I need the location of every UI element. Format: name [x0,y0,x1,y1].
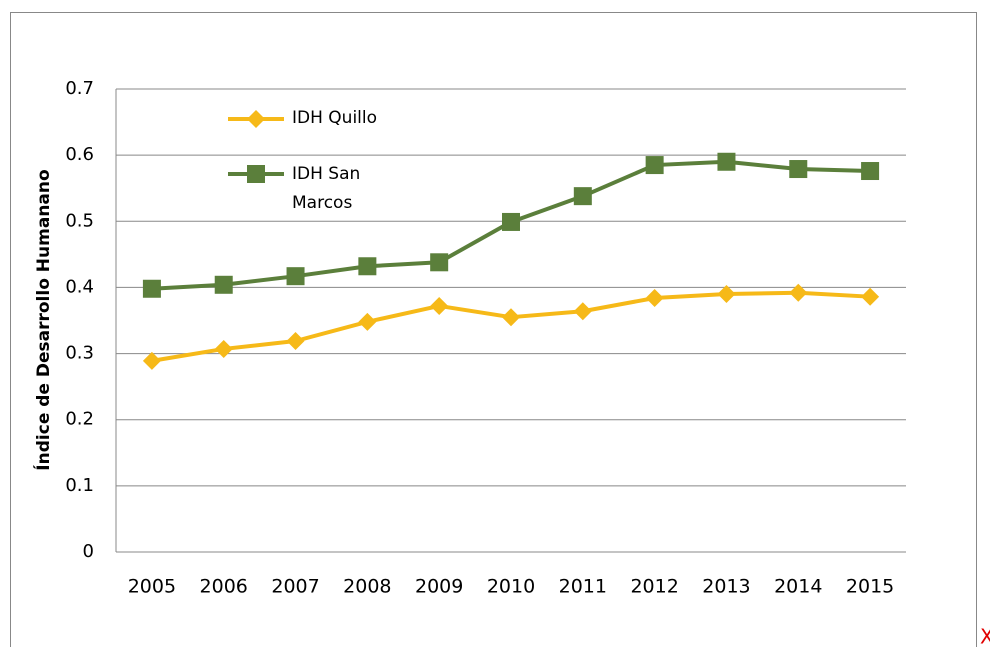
y-axis-label: Índice de Desarrollo Humanano [32,169,54,470]
y-tick-label: 0.2 [65,409,94,430]
marker [247,110,265,128]
marker [247,165,265,183]
x-tick-label: 2005 [128,576,176,598]
data-point [861,287,880,306]
x-tick-label: 2008 [343,576,391,598]
corner-mark: X [980,625,990,647]
x-tick-label: 2015 [846,576,894,598]
data-point [502,308,520,327]
data-point [430,253,449,272]
data-point [573,187,592,206]
legend-label: IDH San Marcos [292,164,361,213]
data-point [358,257,377,276]
x-tick-label: 2012 [630,576,678,598]
y-tick-label: 0 [83,541,94,562]
chart-frame [10,12,977,647]
data-point [358,312,377,331]
data-point [789,160,808,179]
x-tick-label: 2013 [702,576,750,598]
x-tick-label: 2011 [559,576,607,598]
y-tick-label: 0.4 [65,276,94,297]
data-point [789,283,808,302]
data-point [286,332,305,351]
data-point [502,212,520,231]
data-point [645,156,664,175]
data-point [430,296,449,315]
series-line [151,290,871,363]
data-point [861,162,880,181]
y-tick-label: 0.7 [65,78,94,99]
data-point [573,302,592,321]
x-tick-label: 2010 [487,576,535,598]
y-tick-label: 0.5 [65,210,94,231]
x-tick-label: 2006 [200,576,248,598]
y-tick-label: 0.6 [65,144,94,165]
data-point [214,275,233,294]
legend-label: IDH Quillo [292,108,378,128]
data-point [717,152,736,171]
data-point [214,339,233,358]
data-point [645,289,664,308]
data-point [717,285,736,304]
data-point [142,351,161,370]
data-point [142,279,161,298]
x-tick-label: 2014 [774,576,822,598]
x-tick-label: 2009 [415,576,463,598]
x-tick-label: 2007 [271,576,319,598]
y-tick-label: 0.3 [65,343,94,364]
y-tick-label: 0.1 [65,475,94,496]
data-point [286,267,305,286]
